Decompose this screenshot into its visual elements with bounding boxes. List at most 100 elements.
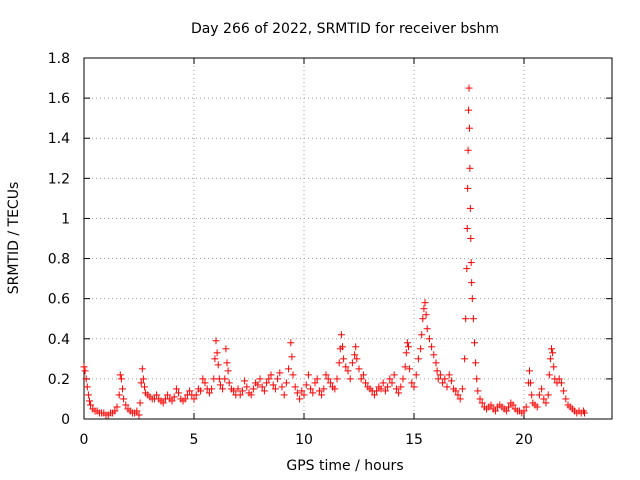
data-point — [527, 379, 535, 387]
data-point — [234, 385, 242, 393]
data-point — [466, 204, 474, 212]
data-point — [487, 401, 495, 409]
data-point — [545, 371, 553, 379]
data-point — [282, 379, 290, 387]
plot-frame — [83, 57, 613, 420]
data-point — [307, 385, 315, 393]
y-tick-label: 1 — [61, 211, 70, 227]
data-point — [116, 371, 124, 379]
data-point — [379, 379, 387, 387]
data-point — [540, 395, 548, 403]
data-point — [340, 355, 348, 363]
data-point — [238, 387, 246, 395]
data-point — [467, 235, 475, 242]
data-point — [432, 359, 440, 367]
data-point — [464, 184, 472, 192]
x-axis-label: GPS time / hours — [286, 458, 403, 474]
data-point — [267, 371, 275, 379]
data-point — [241, 377, 249, 385]
data-point — [119, 385, 126, 393]
x-tick-label: 0 — [80, 432, 89, 448]
data-point — [452, 387, 460, 395]
data-point — [213, 349, 221, 357]
data-point — [465, 106, 473, 114]
data-point — [205, 389, 213, 397]
data-point — [175, 389, 183, 397]
data-point — [247, 391, 255, 399]
data-point — [425, 335, 433, 343]
data-points — [80, 84, 588, 419]
data-point — [401, 363, 409, 371]
data-point — [464, 146, 472, 154]
data-point — [309, 389, 317, 397]
data-point — [458, 385, 466, 393]
data-point — [456, 395, 464, 403]
data-point — [311, 379, 319, 387]
data-point — [473, 375, 481, 383]
data-point — [288, 353, 296, 361]
x-tick-label: 20 — [515, 432, 533, 448]
data-point — [392, 385, 400, 393]
data-point — [287, 339, 295, 347]
data-point — [469, 315, 477, 323]
x-tick-label: 15 — [405, 432, 423, 448]
data-point — [581, 409, 588, 417]
data-point — [138, 365, 146, 373]
data-point — [463, 265, 471, 273]
data-point — [522, 403, 530, 411]
data-point — [81, 367, 89, 375]
chart-title: Day 266 of 2022, SRMTID for receiver bsh… — [191, 21, 499, 37]
data-point — [276, 369, 284, 377]
y-tick-label: 1.8 — [48, 51, 70, 67]
data-point — [326, 379, 334, 387]
data-point — [302, 381, 310, 389]
data-point — [214, 361, 222, 369]
data-point — [335, 359, 343, 367]
data-point — [224, 367, 232, 375]
y-tick-label: 0.4 — [48, 332, 70, 348]
data-point — [463, 224, 471, 232]
data-point — [439, 379, 447, 387]
data-point — [199, 375, 207, 383]
data-point — [87, 401, 95, 409]
data-point — [260, 387, 268, 395]
y-tick-label: 0.2 — [48, 372, 70, 388]
data-point — [211, 355, 219, 363]
data-point — [84, 391, 92, 399]
data-point — [422, 311, 430, 319]
data-point — [315, 387, 323, 395]
data-point — [86, 397, 93, 405]
data-point — [223, 359, 231, 367]
data-point — [417, 345, 425, 353]
data-point — [339, 343, 346, 351]
data-point — [263, 379, 271, 387]
x-tick-label: 10 — [295, 432, 313, 448]
data-point — [285, 365, 293, 373]
data-point — [258, 383, 266, 391]
data-point — [421, 299, 429, 307]
data-point — [445, 371, 453, 379]
data-point — [557, 379, 565, 387]
data-point — [236, 391, 244, 399]
data-point — [430, 351, 438, 359]
data-point — [274, 375, 282, 383]
data-point — [136, 399, 144, 407]
data-point — [478, 399, 486, 407]
data-point — [304, 371, 312, 379]
data-point — [117, 375, 125, 383]
grid-lines — [84, 58, 612, 419]
data-point — [472, 359, 480, 367]
data-point — [249, 385, 257, 393]
data-point — [291, 383, 299, 391]
data-point — [384, 383, 392, 391]
data-point — [353, 355, 361, 363]
data-point — [560, 387, 568, 395]
data-point — [462, 315, 470, 323]
data-point — [192, 391, 200, 399]
data-point — [555, 375, 563, 383]
data-point — [141, 383, 148, 391]
data-point — [139, 375, 147, 383]
data-point — [280, 391, 288, 399]
y-tick-label: 1.4 — [48, 131, 70, 147]
data-point — [423, 325, 431, 333]
